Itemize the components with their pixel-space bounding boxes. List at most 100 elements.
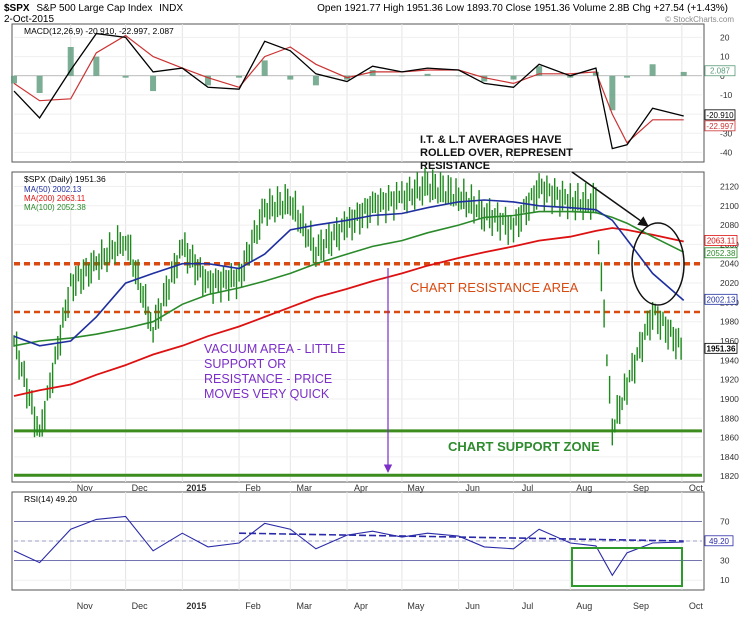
header-name: S&P 500 Large Cap Index — [36, 3, 152, 14]
macd-histogram-bar — [204, 75, 211, 86]
x-tick-label: Dec — [132, 601, 149, 611]
price-panel-frame — [11, 171, 705, 483]
x-tick-label: Feb — [245, 601, 261, 611]
macd-panel-frame — [11, 23, 705, 163]
x-tick-label: Nov — [77, 601, 94, 611]
macd-histogram-bar — [455, 75, 462, 77]
vacuum-note-line2: SUPPORT OR — [204, 357, 286, 371]
macd-side-value: 2.087 — [710, 67, 731, 76]
support-zone-label: CHART SUPPORT ZONE — [448, 439, 600, 454]
macd-histogram-bar — [623, 75, 630, 78]
y-tick-label: 1880 — [720, 413, 739, 423]
y-tick-label: 1960 — [720, 336, 739, 346]
averages-note-line1: I.T. & L.T AVERAGES HAVE — [420, 134, 562, 146]
y-tick-label: 1940 — [720, 355, 739, 365]
header-exchange: INDX — [159, 3, 183, 14]
y-tick-label: -30 — [720, 128, 733, 138]
y-tick-label: 1980 — [720, 317, 739, 327]
macd-histogram-bar — [510, 75, 517, 80]
rsi-line — [13, 515, 684, 577]
macd-histogram-bar — [36, 75, 43, 93]
macd-histogram-bar — [150, 75, 157, 92]
averages-circle — [631, 222, 685, 306]
rsi-layer — [13, 515, 702, 577]
macd-histogram-bar — [122, 75, 129, 78]
ma100-line — [13, 210, 685, 347]
vacuum-note-line1: VACUUM AREA - LITTLE — [204, 342, 345, 356]
y-tick-label: 2080 — [720, 220, 739, 230]
rsi-panel-frame — [11, 491, 705, 591]
x-tick-label: 2015 — [186, 483, 206, 493]
averages-note-line3: RESISTANCE — [420, 160, 490, 172]
macd-histogram-bar — [481, 75, 488, 82]
y-tick-label: 1920 — [720, 375, 739, 385]
y-tick-label: 2120 — [720, 181, 739, 191]
x-tick-label: Jul — [522, 601, 534, 611]
ma50-legend: MA(50) 2002.13 — [24, 185, 82, 194]
macd-histogram-bar — [398, 75, 405, 77]
x-tick-label: Jul — [522, 483, 534, 493]
x-tick-label: Mar — [297, 483, 313, 493]
macd-side-box — [704, 109, 736, 121]
price-layer — [13, 168, 702, 477]
macd-side-box — [704, 120, 736, 132]
header-date: 2-Oct-2015 — [4, 14, 54, 25]
x-tick-label: May — [407, 483, 425, 493]
macd-line — [13, 32, 684, 150]
axis-layer: Nov Nov Dec Dec 2015 2015 Feb Feb Mar Mar Apr Apr Ma… — [77, 32, 739, 611]
price-side-box — [704, 235, 738, 246]
price-side-value: 1951.36 — [707, 344, 736, 353]
macd-histogram-bar — [567, 75, 574, 78]
y-tick-label: 1900 — [720, 394, 739, 404]
price-side-value: 2002.13 — [707, 295, 736, 304]
macd-histogram-bar — [236, 75, 243, 78]
price-side-box — [704, 247, 738, 259]
grid-layer — [14, 24, 702, 590]
rsi-side-value: 49.20 — [709, 537, 730, 546]
x-tick-label: Apr — [354, 483, 368, 493]
x-tick-label: Oct — [689, 601, 704, 611]
vacuum-note-line4: MOVES VERY QUICK — [204, 387, 330, 401]
vacuum-note-line3: RESISTANCE - PRICE — [204, 372, 332, 386]
x-tick-label: Oct — [689, 483, 704, 493]
ma200-legend: MA(200) 2063.11 — [24, 194, 86, 203]
macd-histogram-bar — [93, 56, 100, 76]
x-tick-label: Sep — [633, 601, 649, 611]
y-tick-label: -10 — [720, 90, 733, 100]
macd-histogram-bar — [287, 75, 294, 80]
y-tick-label: 2100 — [720, 201, 739, 211]
y-tick-label: 2020 — [720, 278, 739, 288]
x-tick-label: Aug — [576, 483, 592, 493]
macd-signal-line — [13, 34, 684, 144]
x-tick-label: Jun — [465, 483, 480, 493]
macd-histogram-bar — [680, 71, 687, 76]
rsi-legend: RSI(14) 49.20 — [24, 494, 77, 504]
x-tick-label: Nov — [77, 483, 94, 493]
rsi-highlight-box — [571, 547, 683, 587]
header-quote: Open 1921.77 High 1951.36 Low 1893.70 Cl… — [317, 3, 728, 14]
macd-histogram-bar — [592, 71, 599, 76]
x-tick-label: Apr — [354, 601, 368, 611]
macd-histogram-bar — [369, 70, 376, 76]
y-tick-label: 2040 — [720, 259, 739, 269]
x-tick-label: Dec — [132, 483, 149, 493]
header-symbol: $SPX — [4, 3, 30, 14]
x-tick-label: Sep — [633, 483, 649, 493]
y-tick-label: 1840 — [720, 452, 739, 462]
price-legend: $SPX (Daily) 1951.36 — [24, 174, 106, 184]
header-title: $SPX S&P 500 Large Cap Index INDX — [4, 3, 183, 14]
y-tick-label: 10 — [720, 52, 730, 62]
macd-histogram-bar — [67, 47, 74, 76]
x-tick-label: May — [407, 601, 425, 611]
x-tick-label: 2015 — [186, 601, 206, 611]
macd-side-value: -20.910 — [706, 111, 734, 120]
macd-histogram-bar — [609, 75, 616, 111]
macd-histogram-bar — [424, 73, 431, 76]
y-tick-label: 30 — [720, 556, 730, 566]
y-tick-label: 20 — [720, 32, 730, 42]
y-tick-label: 70 — [720, 516, 730, 526]
price-side-box — [704, 342, 738, 354]
macd-histogram-bar — [261, 60, 268, 76]
